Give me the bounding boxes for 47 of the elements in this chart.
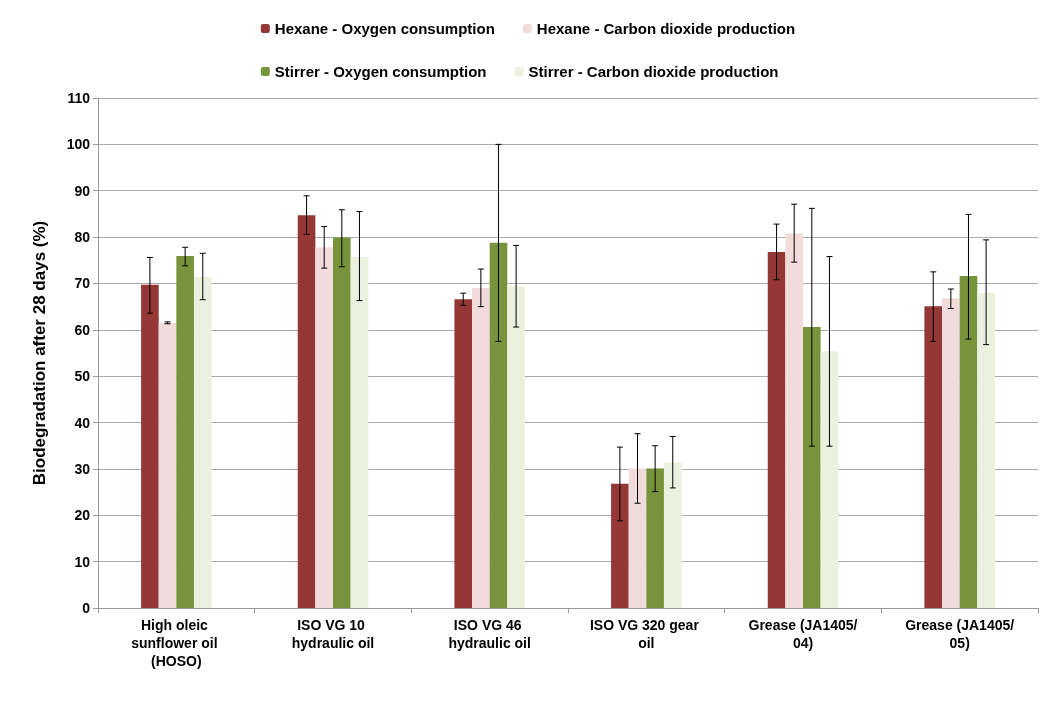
bar xyxy=(472,288,490,608)
x-tick-label: High oleic sunflower oil (HOSO) xyxy=(131,617,222,669)
y-tick-label: 50 xyxy=(74,368,91,385)
bar xyxy=(489,242,508,608)
y-tick-label: 110 xyxy=(67,90,91,106)
bar xyxy=(350,257,369,608)
y-tick-label: 80 xyxy=(74,229,91,246)
x-tick-label: ISO VG 10 hydraulic oil xyxy=(291,617,375,651)
x-tick-label: Grease (JA1405/04) xyxy=(748,617,858,651)
y-axis-title: Biodegradation after 28 days (%) xyxy=(30,220,49,486)
legend-label: Hexane - Oxygen consumption xyxy=(274,20,495,37)
bar xyxy=(767,251,786,608)
bar xyxy=(158,322,177,608)
bar xyxy=(141,284,159,608)
x-tick-label: ISO VG 46 hydraulic oil xyxy=(448,617,531,651)
y-tick-label: 100 xyxy=(66,136,91,153)
y-tick-label: 20 xyxy=(74,507,91,524)
legend-label: Stirrer - Oxygen consumption xyxy=(274,63,487,80)
x-tick-label: Grease (JA1405/05) xyxy=(905,617,1015,651)
bar xyxy=(333,237,351,608)
bar xyxy=(959,276,978,608)
bar xyxy=(663,462,682,608)
x-tick-label: ISO VG 320 gear oil xyxy=(589,617,703,651)
bar xyxy=(803,327,821,608)
bar xyxy=(628,468,647,608)
y-tick-label: 60 xyxy=(74,321,91,338)
bar xyxy=(785,233,803,608)
legend-label: Stirrer - Carbon dioxide production xyxy=(528,63,779,80)
bar xyxy=(942,298,960,608)
bar xyxy=(507,286,525,608)
bar xyxy=(924,306,943,608)
bar xyxy=(193,276,212,608)
legend-label: Hexane - Carbon dioxide production xyxy=(536,20,796,37)
bar xyxy=(611,483,629,608)
y-tick-label: 0 xyxy=(82,600,91,616)
bar xyxy=(454,299,473,608)
bar xyxy=(646,468,664,608)
bar xyxy=(977,292,995,608)
y-tick-label: 30 xyxy=(74,460,91,477)
y-tick-label: 70 xyxy=(74,275,91,292)
bar xyxy=(820,351,839,608)
y-tick-label: 40 xyxy=(74,414,91,431)
bar xyxy=(297,215,316,608)
y-tick-label: 90 xyxy=(74,182,91,199)
bar xyxy=(176,256,194,608)
y-tick-label: 10 xyxy=(74,553,91,570)
bar xyxy=(315,247,333,608)
